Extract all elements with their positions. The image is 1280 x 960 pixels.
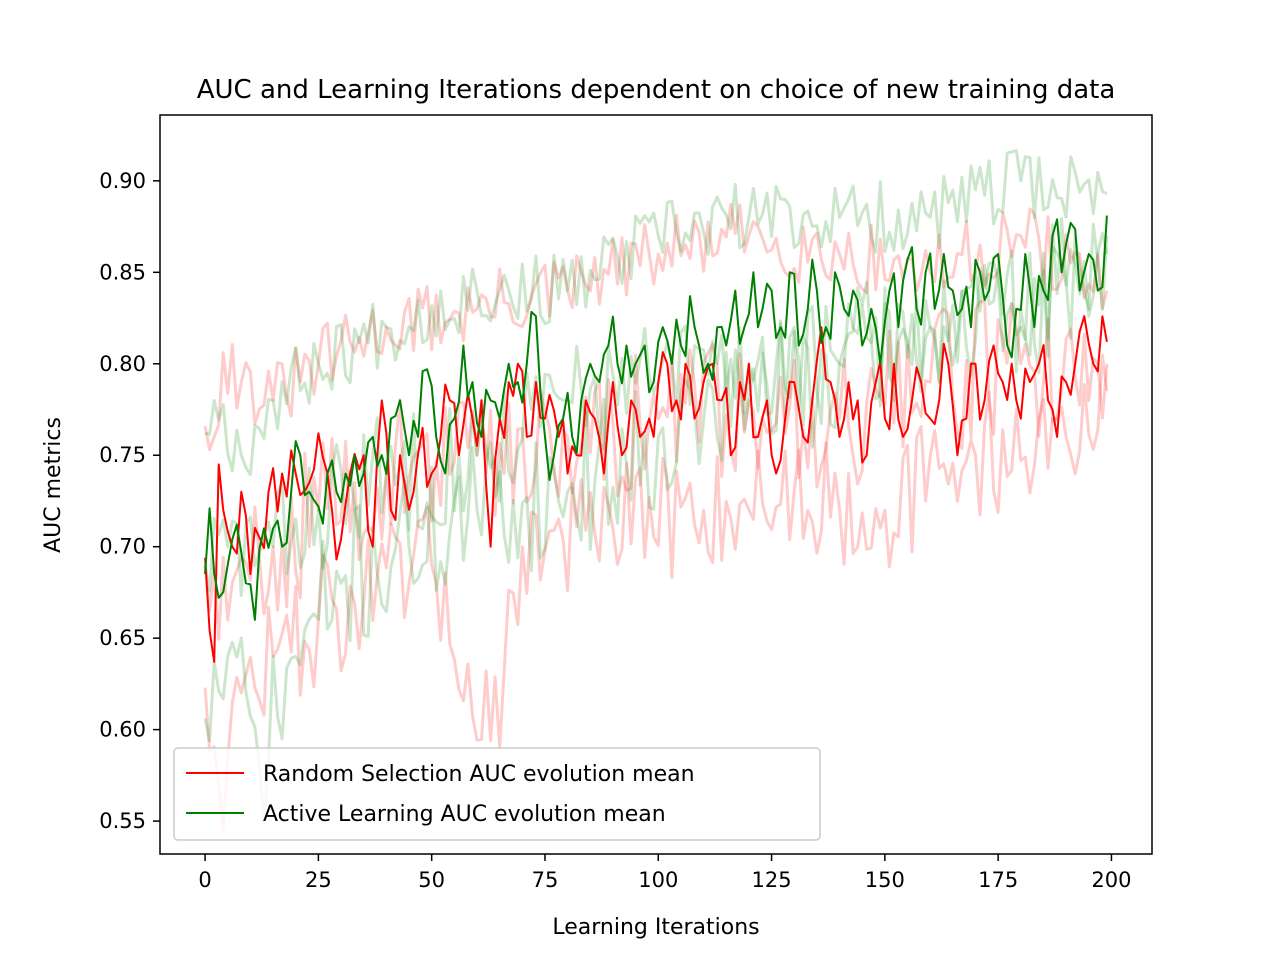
y-tick-label: 0.85	[99, 260, 146, 284]
y-axis-label: AUC metrics	[41, 417, 66, 553]
x-axis: 0 25 50 75 100 125 150 175 200	[198, 854, 1131, 892]
x-tick-label: 50	[418, 868, 445, 892]
series-line-run-5	[203, 231, 1109, 597]
x-tick-label: 75	[532, 868, 559, 892]
chart-title: AUC and Learning Iterations dependent on…	[197, 75, 1116, 105]
y-tick-label: 0.75	[99, 443, 146, 467]
plot-area	[203, 149, 1109, 832]
series-line-run-4	[203, 217, 1109, 826]
x-tick-label: 100	[638, 868, 678, 892]
series-line-active-learning-mean	[204, 215, 1108, 621]
legend: Random Selection AUC evolution mean Acti…	[173, 747, 821, 841]
series-line-run-1	[203, 353, 1109, 832]
y-tick-label: 0.70	[99, 535, 146, 559]
x-tick-label: 150	[865, 868, 905, 892]
y-tick-label: 0.65	[99, 626, 146, 650]
x-tick-label: 200	[1091, 868, 1131, 892]
x-axis-label: Learning Iterations	[552, 915, 759, 940]
y-tick-label: 0.80	[99, 352, 146, 376]
x-tick-label: 0	[198, 868, 211, 892]
plot-frame	[159, 114, 1153, 855]
y-tick-label: 0.60	[99, 718, 146, 742]
x-tick-label: 175	[978, 868, 1018, 892]
series-line-run-3	[204, 149, 1108, 476]
legend-label-random: Random Selection AUC evolution mean	[263, 762, 695, 787]
legend-label-active: Active Learning AUC evolution mean	[263, 802, 666, 827]
y-axis: 0.55 0.60 0.65 0.70 0.75 0.80 0.85 0.90	[99, 169, 160, 833]
y-tick-label: 0.90	[99, 169, 146, 193]
x-tick-label: 25	[305, 868, 332, 892]
y-tick-label: 0.55	[99, 809, 146, 833]
legend-box	[173, 747, 821, 841]
series-line-run-0	[203, 202, 1109, 452]
x-tick-label: 125	[752, 868, 792, 892]
